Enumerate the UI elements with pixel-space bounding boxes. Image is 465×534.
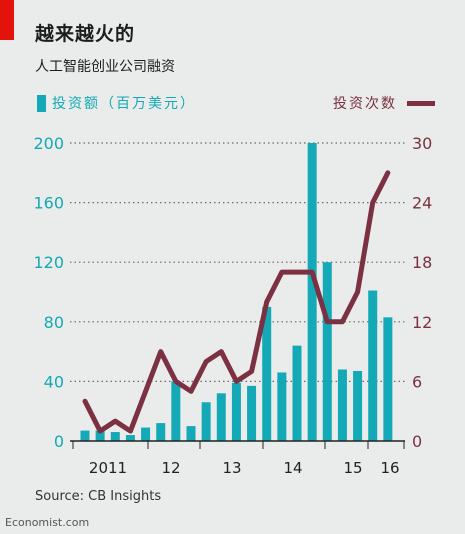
left-tick-label: 160 [33, 194, 64, 213]
x-tick-label: 13 [222, 459, 241, 477]
right-tick-label: 18 [412, 253, 432, 272]
bar [337, 369, 347, 441]
right-tick-label: 30 [412, 134, 432, 153]
bar [156, 423, 166, 441]
x-tick-label: 14 [283, 459, 302, 477]
bar [353, 370, 363, 441]
bar [125, 435, 135, 441]
legend-bars-label: 投资额（百万美元） [52, 96, 196, 112]
bar [231, 382, 241, 441]
chart-subtitle: 人工智能创业公司融资 [35, 59, 175, 75]
line-series [82, 170, 391, 434]
bar [80, 430, 90, 441]
legend-line: 投资次数 [333, 93, 435, 113]
legend-line-swatch [407, 100, 435, 106]
bar [186, 426, 196, 441]
x-tick-label: 15 [343, 459, 362, 477]
bar [216, 393, 226, 441]
bar [322, 262, 332, 441]
axes: 0 0 40 6 80 12 120 18 160 24 200 30 2011 12 13 14 15 16 [33, 134, 432, 477]
right-tick-label: 12 [412, 313, 432, 332]
right-tick-label: 6 [412, 372, 422, 391]
left-tick-label: 200 [33, 134, 64, 153]
left-tick-label: 120 [33, 253, 64, 272]
left-tick-label: 40 [44, 372, 64, 391]
bar [292, 345, 302, 441]
bar [141, 427, 151, 441]
bar [247, 385, 257, 441]
left-tick-label: 0 [54, 432, 64, 451]
legend-line-label: 投资次数 [333, 96, 397, 112]
right-tick-label: 0 [412, 432, 422, 451]
left-tick-label: 80 [44, 313, 64, 332]
legend-bars-swatch [37, 94, 46, 112]
bar [171, 381, 181, 441]
line-path [82, 170, 391, 434]
bar [110, 432, 120, 441]
bar [383, 317, 393, 441]
x-tick-label: 2011 [89, 459, 127, 477]
bar-series [80, 143, 393, 441]
bar [368, 290, 378, 441]
legend-bars: 投资额（百万美元） [37, 93, 196, 113]
brand-red-bar [0, 0, 14, 40]
bar [307, 143, 317, 441]
footer-credit: Economist.com [5, 516, 90, 529]
right-tick-label: 24 [412, 194, 432, 213]
bar [95, 430, 105, 441]
bar [262, 306, 272, 441]
chart-title: 越来越火的 [35, 23, 136, 45]
gridlines [70, 142, 405, 382]
x-tick-label: 16 [380, 459, 399, 477]
bar [201, 402, 211, 441]
source-note: Source: CB Insights [35, 489, 162, 504]
bar [277, 372, 287, 441]
x-tick-label: 12 [161, 459, 180, 477]
